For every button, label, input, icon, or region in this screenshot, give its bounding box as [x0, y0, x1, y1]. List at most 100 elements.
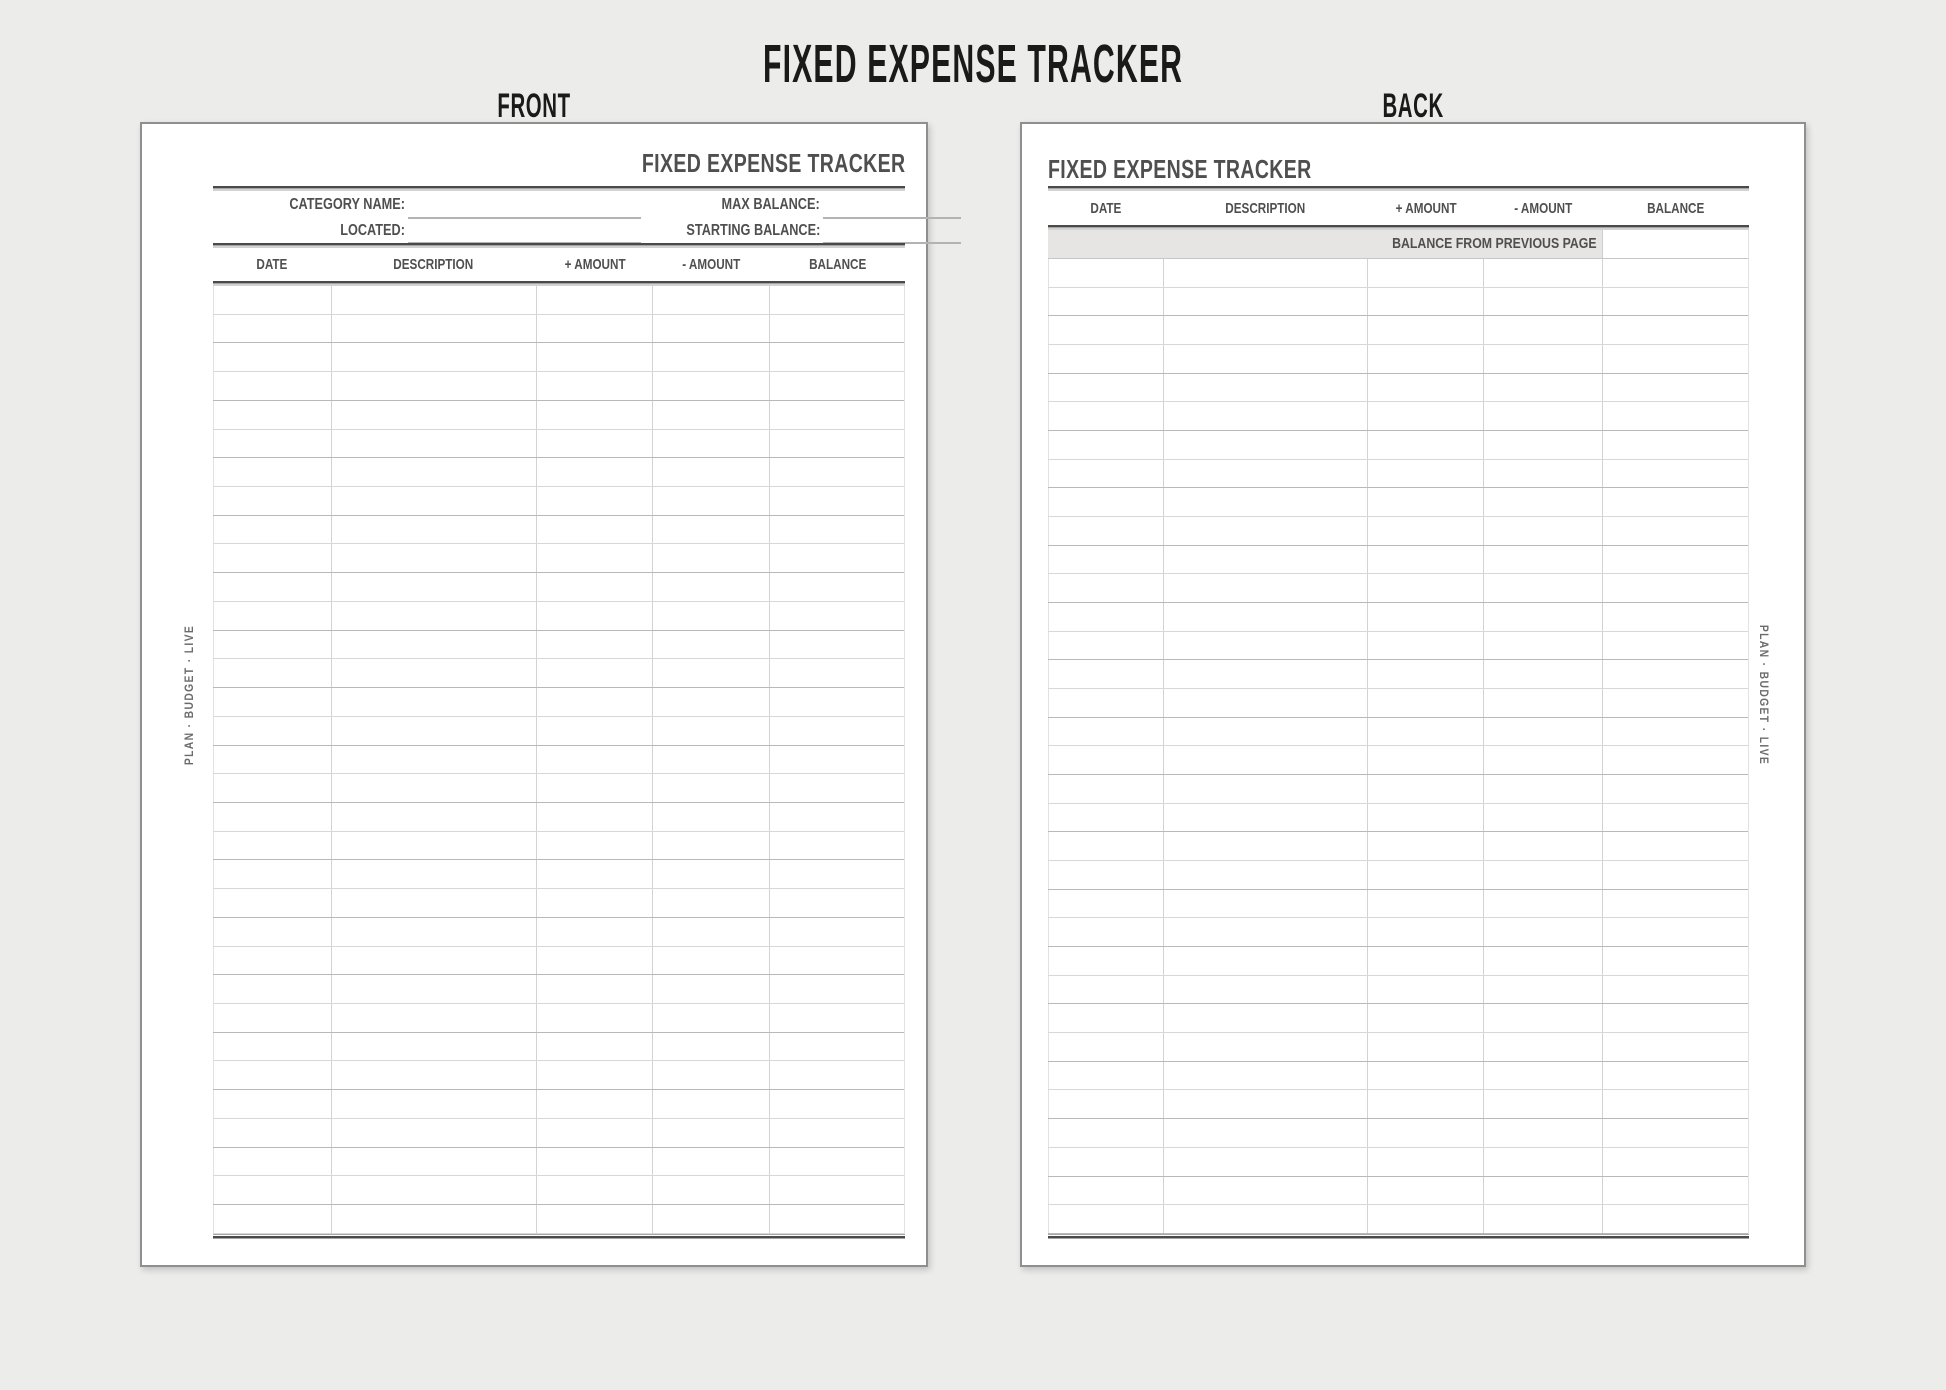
table-cell: [1367, 431, 1483, 459]
table-cell: [1483, 603, 1602, 631]
table-cell: [213, 946, 331, 975]
table-cell: [1483, 287, 1602, 316]
table-row: [1048, 947, 1748, 976]
starting-balance-label: STARTING BALANCE:: [686, 222, 820, 239]
table-cell: [1483, 1176, 1602, 1205]
table-cell: [1048, 316, 1163, 345]
column-header-balance: BALANCE: [1647, 199, 1705, 217]
table-row: [1048, 373, 1748, 403]
table-cell: [1483, 402, 1602, 431]
table-cell: [1483, 803, 1602, 832]
entry-rows: [213, 286, 905, 1234]
table-cell: [652, 688, 769, 716]
table-cell: [1162, 775, 1367, 803]
table-cell: [769, 745, 904, 774]
table-row: [1048, 574, 1748, 604]
table-cell: [1367, 746, 1483, 775]
table-row: [213, 458, 904, 488]
table-row: [1048, 316, 1748, 346]
table-cell: [1602, 975, 1748, 1004]
table-cell: [213, 1032, 331, 1061]
table-cell: [330, 860, 536, 889]
table-cell: [1162, 402, 1367, 431]
table-cell: [1367, 775, 1483, 803]
table-cell: [535, 774, 653, 802]
page-title: FIXED EXPENSE TRACKER: [1048, 154, 1312, 184]
table-cell: [1602, 717, 1748, 746]
table-cell: [213, 774, 331, 802]
table-cell: [213, 1205, 331, 1233]
table-cell: [330, 429, 536, 458]
column-headers: DATE DESCRIPTION + AMOUNT - AMOUNT BALAN…: [1048, 191, 1749, 225]
table-cell: [330, 515, 536, 544]
table-row: [1048, 1004, 1748, 1034]
divider-rule: [213, 186, 905, 191]
table-cell: [330, 1003, 536, 1032]
table-cell: [1602, 1090, 1748, 1119]
table-cell: [1602, 287, 1748, 316]
table-cell: [1367, 316, 1483, 345]
table-cell: [1162, 259, 1367, 287]
table-cell: [769, 601, 904, 630]
back-page-label: BACK: [1382, 87, 1444, 125]
table-cell: [1162, 861, 1367, 889]
table-cell: [652, 601, 769, 630]
table-row: [213, 1118, 904, 1148]
table-row: [213, 860, 904, 890]
table-cell: [1483, 889, 1602, 918]
back-page-content: FIXED EXPENSE TRACKER DATE DESCRIPTION +…: [1048, 124, 1749, 1265]
table-cell: [330, 544, 536, 573]
table-row: [213, 659, 904, 689]
table-cell: [1602, 488, 1748, 517]
table-cell: [1162, 1004, 1367, 1033]
table-cell: [330, 601, 536, 630]
table-cell: [769, 802, 904, 831]
table-cell: [652, 1205, 769, 1233]
table-row: [1048, 803, 1748, 833]
table-row: [1048, 287, 1748, 317]
table-cell: [1048, 1004, 1163, 1033]
table-cell: [1162, 517, 1367, 545]
table-cell: [1602, 861, 1748, 889]
table-cell: [535, 1032, 653, 1061]
table-cell: [330, 1090, 536, 1118]
table-cell: [535, 372, 653, 400]
table-cell: [1483, 1061, 1602, 1090]
table-cell: [769, 716, 904, 745]
table-cell: [1048, 689, 1163, 717]
table-cell: [1367, 1176, 1483, 1205]
table-cell: [769, 975, 904, 1003]
table-row: [213, 1032, 904, 1062]
table-row: [1048, 1176, 1748, 1206]
table-cell: [1483, 1205, 1602, 1233]
table-cell: [1048, 574, 1163, 603]
table-cell: [213, 515, 331, 544]
column-headers: DATE DESCRIPTION + AMOUNT - AMOUNT BALAN…: [213, 248, 905, 281]
table-cell: [1048, 1090, 1163, 1119]
table-cell: [213, 1176, 331, 1204]
table-cell: [1048, 889, 1163, 918]
table-row: [213, 630, 904, 660]
table-cell: [535, 630, 653, 659]
table-cell: [535, 946, 653, 975]
table-cell: [330, 1118, 536, 1147]
table-cell: [769, 314, 904, 343]
table-cell: [330, 716, 536, 745]
table-cell: [1048, 402, 1163, 431]
table-row: [1048, 775, 1748, 804]
table-cell: [1367, 287, 1483, 316]
table-cell: [652, 659, 769, 688]
table-row: [1048, 889, 1748, 919]
table-cell: [1162, 631, 1367, 660]
table-row: [213, 314, 904, 344]
table-cell: [769, 573, 904, 601]
table-cell: [535, 487, 653, 515]
table-cell: [213, 860, 331, 889]
table-cell: [535, 544, 653, 573]
table-cell: [330, 774, 536, 802]
table-cell: [1367, 889, 1483, 918]
table-row: [1048, 918, 1748, 948]
side-tagline: PLAN · BUDGET · LIVE: [1757, 624, 1769, 765]
table-cell: [1483, 574, 1602, 603]
table-row: [1048, 631, 1748, 661]
